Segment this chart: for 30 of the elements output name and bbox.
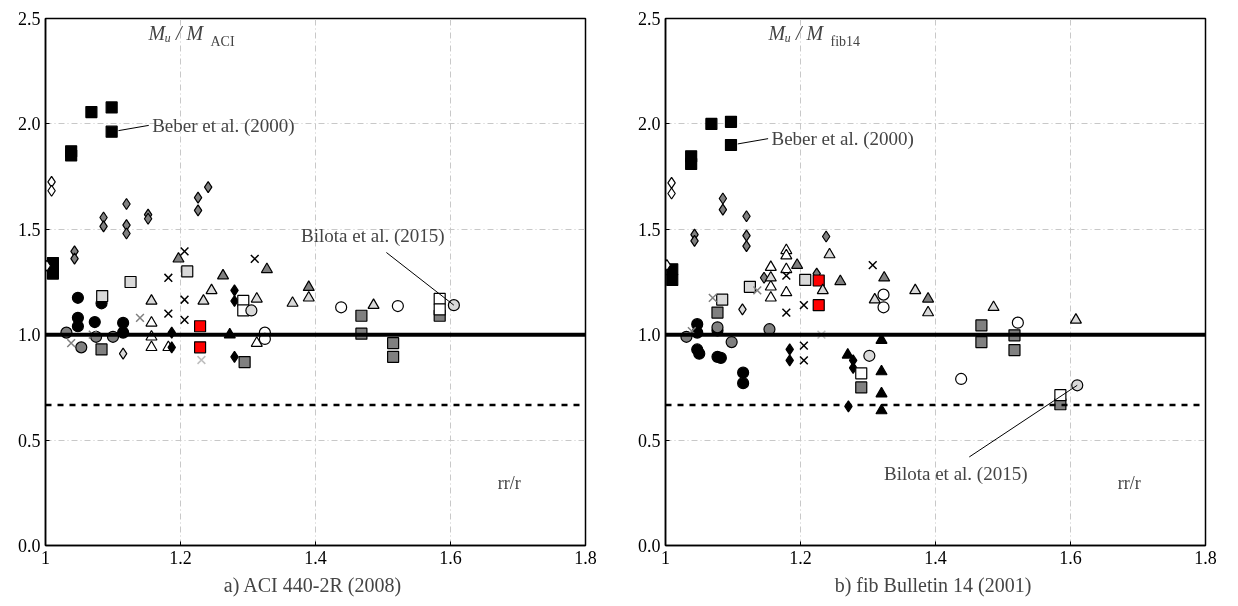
- text: b) fib Bulletin 14 (2001): [834, 573, 1032, 597]
- y-tick-label: 1.5: [638, 219, 661, 240]
- y-tick-label: 0.5: [638, 430, 661, 451]
- y-tick-label: 0.0: [18, 536, 41, 556]
- x-tick-label: 1.2: [789, 547, 812, 568]
- annotation: Bilota et al. (2015): [301, 225, 445, 248]
- x-tick-label: 1.2: [169, 547, 192, 568]
- x-tick-label: 1.4: [304, 547, 327, 568]
- x-tick-label: 1: [41, 547, 50, 568]
- x-tick-label: 1.8: [574, 547, 597, 568]
- y-tick-label: 2.0: [638, 114, 661, 135]
- x-axis-title: rr/r: [497, 472, 521, 493]
- x-tick-label: 1.6: [439, 547, 462, 568]
- y-tick-label: 1.5: [18, 219, 41, 240]
- x-tick-label: 1.4: [924, 547, 947, 568]
- x-tick-label: 1.8: [1194, 547, 1217, 568]
- y-tick-label: 0.0: [638, 536, 661, 556]
- y-tick-label: 2.5: [638, 9, 661, 29]
- y-tick-label: 1.0: [18, 325, 41, 346]
- x-tick-label: 1: [661, 547, 670, 568]
- y-tick-label: 1.0: [638, 325, 661, 346]
- annotation: Beber et al. (2000): [152, 114, 295, 137]
- y-tick-label: 0.5: [18, 430, 41, 451]
- annotation: Beber et al. (2000): [771, 128, 914, 151]
- y-tick-label: 2.0: [18, 114, 41, 135]
- annotation: Bilota et al. (2015): [883, 463, 1028, 486]
- y-tick-label: 2.5: [18, 9, 41, 29]
- text: a) ACI 440-2R (2008): [223, 573, 402, 597]
- x-axis-title: rr/r: [1117, 472, 1141, 493]
- x-tick-label: 1.6: [1059, 547, 1082, 568]
